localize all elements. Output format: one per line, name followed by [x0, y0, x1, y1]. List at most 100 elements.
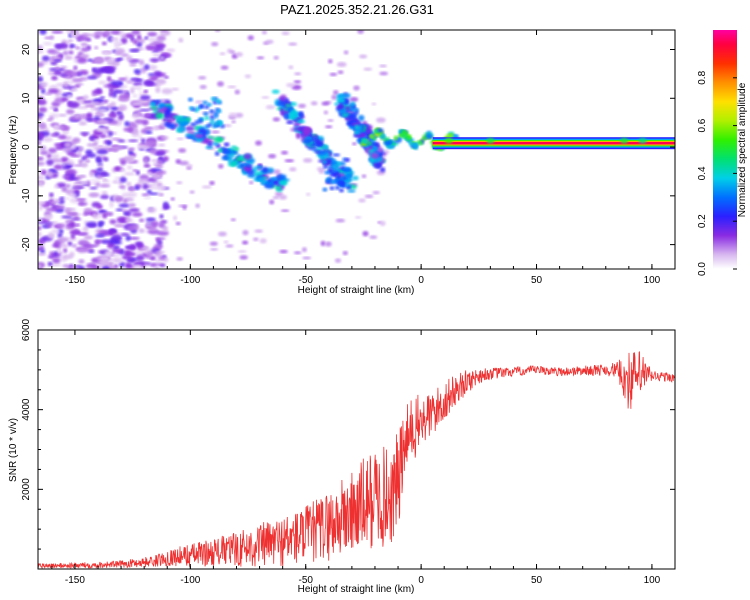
spectrogram-cell: [46, 171, 54, 178]
spectrogram-cell: [151, 181, 163, 185]
spectrogram-cell: [57, 232, 63, 239]
spectrogram-cell: [43, 213, 54, 220]
spectrogram-cell: [338, 181, 344, 186]
spectrogram-cell: [61, 215, 74, 219]
spectrogram-cell: [121, 209, 128, 213]
snr-xlabel: Height of straight line (km): [298, 584, 415, 595]
spectrogram-cell: [246, 164, 253, 168]
spectrogram-cell: [126, 181, 132, 187]
spectrogram-cell: [70, 177, 80, 181]
spectrogram-cell: [145, 82, 157, 86]
snr-y-axis: 2000 4000 6000: [21, 318, 675, 550]
spectrogram-cell: [151, 172, 162, 180]
spectrogram-cell: [150, 168, 162, 172]
spectrogram-cell: [146, 250, 154, 257]
spectrogram-cell: [122, 90, 129, 93]
spectrogram-cell: [61, 187, 68, 192]
spectrogram-cell: [38, 175, 45, 181]
spectrogram-cell: [373, 129, 379, 133]
spectrogram-cell: [364, 194, 374, 199]
spectrogram-cell: [123, 212, 128, 215]
spectrogram-cell: [180, 120, 189, 125]
snr-series-line: [38, 351, 675, 569]
spectrogram-cell: [337, 94, 346, 99]
spectrogram-cell: [96, 119, 109, 125]
colorbar-tick-label: 0.2: [697, 214, 708, 228]
spectrogram-cell: [285, 103, 291, 108]
spectrogram-cell: [155, 250, 166, 254]
spectrogram-cell: [126, 165, 133, 170]
spectrogram-cell: [137, 144, 148, 150]
spectrogram-cell: [124, 210, 132, 217]
spectrogram-cell: [157, 239, 163, 246]
spectrogram-cell: [323, 164, 329, 169]
spectrogram-cell: [103, 99, 109, 103]
spectrogram-cell: [156, 185, 167, 191]
spectrogram-cell: [210, 96, 216, 101]
spectrogram-cell: [163, 122, 173, 126]
spectrogram-cell: [133, 69, 141, 74]
spectrogram-cell: [361, 174, 367, 178]
spectrogram-cell: [38, 99, 47, 106]
snr-y-tick-label: 6000: [21, 318, 32, 341]
spectrogram-cell: [126, 80, 134, 84]
spectrogram-cell: [114, 166, 121, 172]
spectrogram-cell: [67, 212, 78, 216]
spectrogram-cell: [88, 182, 98, 185]
spectrogram-main-line: [432, 142, 675, 145]
spectrogram-cell: [144, 113, 152, 117]
spectrogram-cell: [235, 112, 244, 118]
spectrogram-cell: [284, 98, 290, 103]
spectrogram-cell: [53, 59, 63, 63]
spectrogram-cell: [283, 112, 290, 120]
spectrogram-cell: [38, 252, 46, 256]
spectrogram-cell: [120, 232, 130, 237]
spectrogram-cell: [128, 48, 140, 53]
spectrogram-cell: [88, 192, 100, 198]
spectrogram-cell: [112, 253, 121, 257]
spectrogram-cell: [146, 207, 157, 213]
spectrogram-cell: [361, 138, 368, 144]
spectrogram-cell: [38, 106, 48, 113]
spectrogram-cell: [188, 106, 194, 111]
spectrogram-cell: [152, 52, 160, 57]
spectrogram-cell: [206, 102, 212, 107]
spectrogram-cell: [131, 30, 141, 36]
spectrogram-cell: [77, 232, 89, 236]
spectrogram-cell: [249, 180, 254, 185]
spectrogram-cell: [335, 218, 346, 223]
spectrogram-cell: [96, 204, 103, 210]
spectrogram-cell: [70, 217, 82, 221]
spectrogram-cell: [212, 141, 219, 146]
spectrogram-cell: [148, 225, 157, 231]
spectrogram-cell: [158, 221, 165, 229]
spectrogram-cell: [339, 108, 347, 115]
spectrogram-cell: [209, 115, 215, 120]
spectrogram-cell: [112, 149, 118, 153]
spectrogram-cell: [203, 112, 209, 116]
spectrogram-cell: [331, 169, 337, 174]
spectrogram-ylabel: Frequency (Hz): [8, 116, 19, 185]
spectrogram-cell: [261, 166, 269, 174]
spectrogram-cell: [157, 230, 169, 236]
spectrogram-cell: [223, 142, 230, 147]
spectrogram-cell: [258, 177, 265, 182]
figure-title: PAZ1.2025.352.21.26.G31: [280, 2, 434, 17]
spectrogram-cell: [103, 30, 111, 37]
snr-x-tick-label: 100: [644, 575, 661, 586]
spectrogram-cell: [217, 137, 224, 142]
spectrogram-cell: [76, 198, 87, 201]
spectrogram-cell: [165, 118, 173, 124]
spectrogram-cell: [110, 37, 119, 41]
spectrogram-cell: [134, 241, 143, 247]
colorbar: 0.0 0.2 0.4 0.6 0.8 Normalized spectral ampl…: [697, 30, 748, 276]
spectrogram-cell: [110, 235, 123, 241]
spectrogram-y-tick-label: -10: [21, 188, 32, 203]
spectrogram-cell: [301, 247, 307, 253]
spectrogram-cell: [325, 241, 332, 247]
spectrogram-cell: [214, 121, 219, 126]
spectrogram-cell: [121, 192, 133, 198]
spectrogram-cell: [92, 212, 98, 219]
spectrogram-cell: [129, 62, 137, 67]
